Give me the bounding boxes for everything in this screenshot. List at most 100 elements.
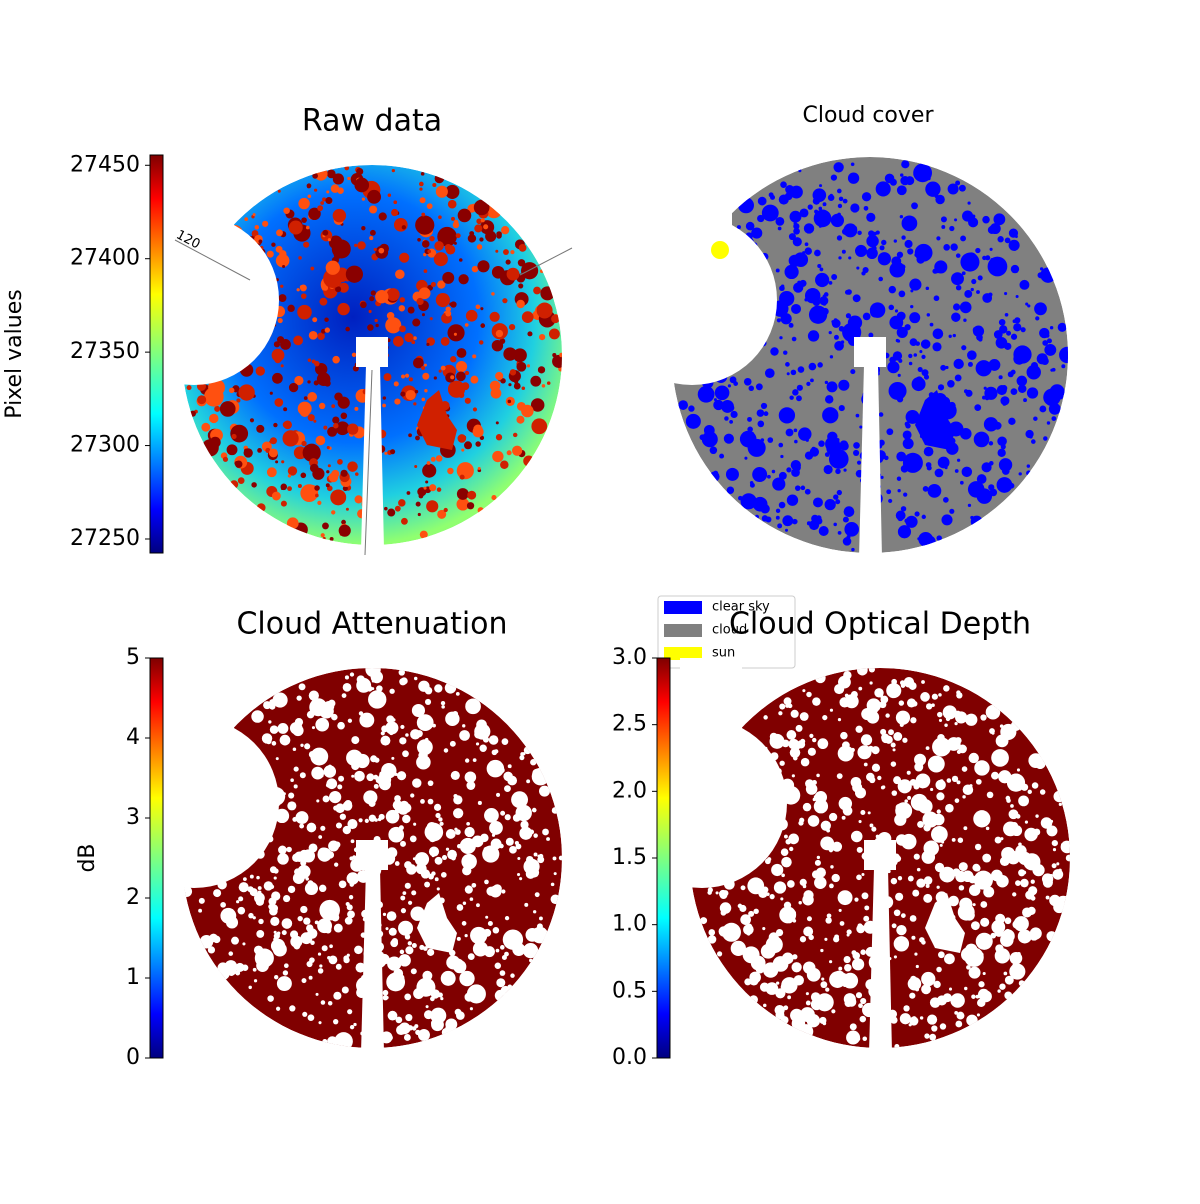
sky-blob <box>768 192 774 198</box>
sky-blob <box>779 703 786 710</box>
sky-blob <box>437 509 447 519</box>
sky-blob <box>395 269 405 280</box>
sky-blob <box>949 508 955 514</box>
sky-blob <box>789 210 802 223</box>
sky-blob <box>950 993 965 1008</box>
sky-blob <box>330 184 340 193</box>
sky-blob <box>358 711 364 716</box>
sky-blob <box>939 866 956 883</box>
sky-blob <box>378 813 385 820</box>
sky-blob <box>344 165 350 171</box>
sky-blob <box>781 977 798 994</box>
sky-blob <box>1001 739 1005 743</box>
sky-blob <box>960 252 980 272</box>
sky-blob <box>892 748 896 752</box>
sky-blob <box>964 986 968 991</box>
sky-blob <box>308 843 318 853</box>
sky-blob <box>793 282 804 293</box>
sky-blob <box>1039 405 1047 413</box>
sky-blob <box>715 891 719 895</box>
sky-blob <box>948 895 959 907</box>
sky-blob <box>790 369 797 376</box>
sky-blob <box>916 255 925 264</box>
sky-blob <box>971 994 976 999</box>
sky-blob <box>505 837 514 846</box>
sky-blob <box>762 927 766 931</box>
sky-blob <box>778 711 783 716</box>
sky-blob <box>912 889 920 897</box>
sky-blob <box>307 380 311 384</box>
sky-blob <box>976 474 987 484</box>
chart-title: Cloud cover <box>803 103 935 128</box>
sky-blob <box>911 700 918 707</box>
sky-blob <box>917 821 924 828</box>
sky-blob <box>806 967 821 982</box>
sky-blob <box>879 694 884 698</box>
sky-blob <box>948 987 953 991</box>
sky-blob <box>308 207 321 221</box>
sky-blob <box>938 951 945 959</box>
sky-blob <box>337 721 345 730</box>
sky-blob <box>354 406 359 411</box>
sky-blob <box>761 204 779 222</box>
sky-blob <box>922 535 936 549</box>
sky-blob <box>856 266 860 270</box>
sky-blob <box>838 405 845 412</box>
sky-blob <box>315 493 319 498</box>
sky-blob <box>776 318 782 323</box>
sky-blob <box>982 971 986 976</box>
sky-blob <box>457 208 472 223</box>
sky-blob <box>822 714 828 721</box>
sky-blob <box>753 908 759 915</box>
sky-blob <box>765 936 783 954</box>
sky-blob <box>772 477 786 491</box>
sky-blob <box>432 723 436 728</box>
sky-blob <box>793 428 798 433</box>
sky-blob <box>972 325 985 337</box>
sky-blob <box>257 886 262 891</box>
sky-blob <box>860 809 866 815</box>
sky-blob <box>851 178 855 182</box>
sky-blob <box>913 172 918 177</box>
sky-blob <box>1018 980 1025 987</box>
sky-blob <box>533 852 538 857</box>
sky-blob <box>1026 365 1041 380</box>
sky-blob <box>434 684 443 693</box>
sky-blob <box>764 368 775 379</box>
sky-blob <box>903 492 908 497</box>
sky-blob <box>1018 384 1027 393</box>
sky-blob <box>906 770 911 775</box>
sky-blob <box>421 365 426 370</box>
sky-blob <box>929 1033 937 1041</box>
sky-blob <box>398 1022 411 1035</box>
sky-blob <box>789 185 803 199</box>
sky-blob <box>310 940 315 946</box>
sky-blob <box>837 203 843 209</box>
sky-blob <box>888 729 894 736</box>
sky-blob <box>406 491 411 495</box>
sky-blob <box>794 439 798 444</box>
sky-blob <box>783 1005 789 1011</box>
chart-title: Cloud Attenuation <box>236 607 507 642</box>
sky-blob <box>330 489 347 506</box>
sky-blob <box>869 302 886 318</box>
sky-blob <box>312 173 318 179</box>
sky-blob <box>856 924 866 934</box>
sky-blob <box>897 779 912 794</box>
sky-blob <box>333 1018 339 1025</box>
sky-blob <box>373 247 377 252</box>
sky-blob <box>385 721 399 735</box>
sky-blob <box>455 360 468 373</box>
sky-blob <box>1004 237 1011 244</box>
sky-blob <box>201 422 211 432</box>
sky-blob <box>411 340 416 345</box>
sky-blob <box>433 803 442 811</box>
sky-blob <box>932 813 945 826</box>
sky-blob <box>760 438 765 442</box>
sky-blob <box>974 404 982 412</box>
sky-blob <box>558 855 562 861</box>
sky-blob <box>290 930 299 939</box>
sky-blob <box>398 954 411 967</box>
sky-blob <box>913 353 918 357</box>
sky-blob <box>1004 291 1008 296</box>
